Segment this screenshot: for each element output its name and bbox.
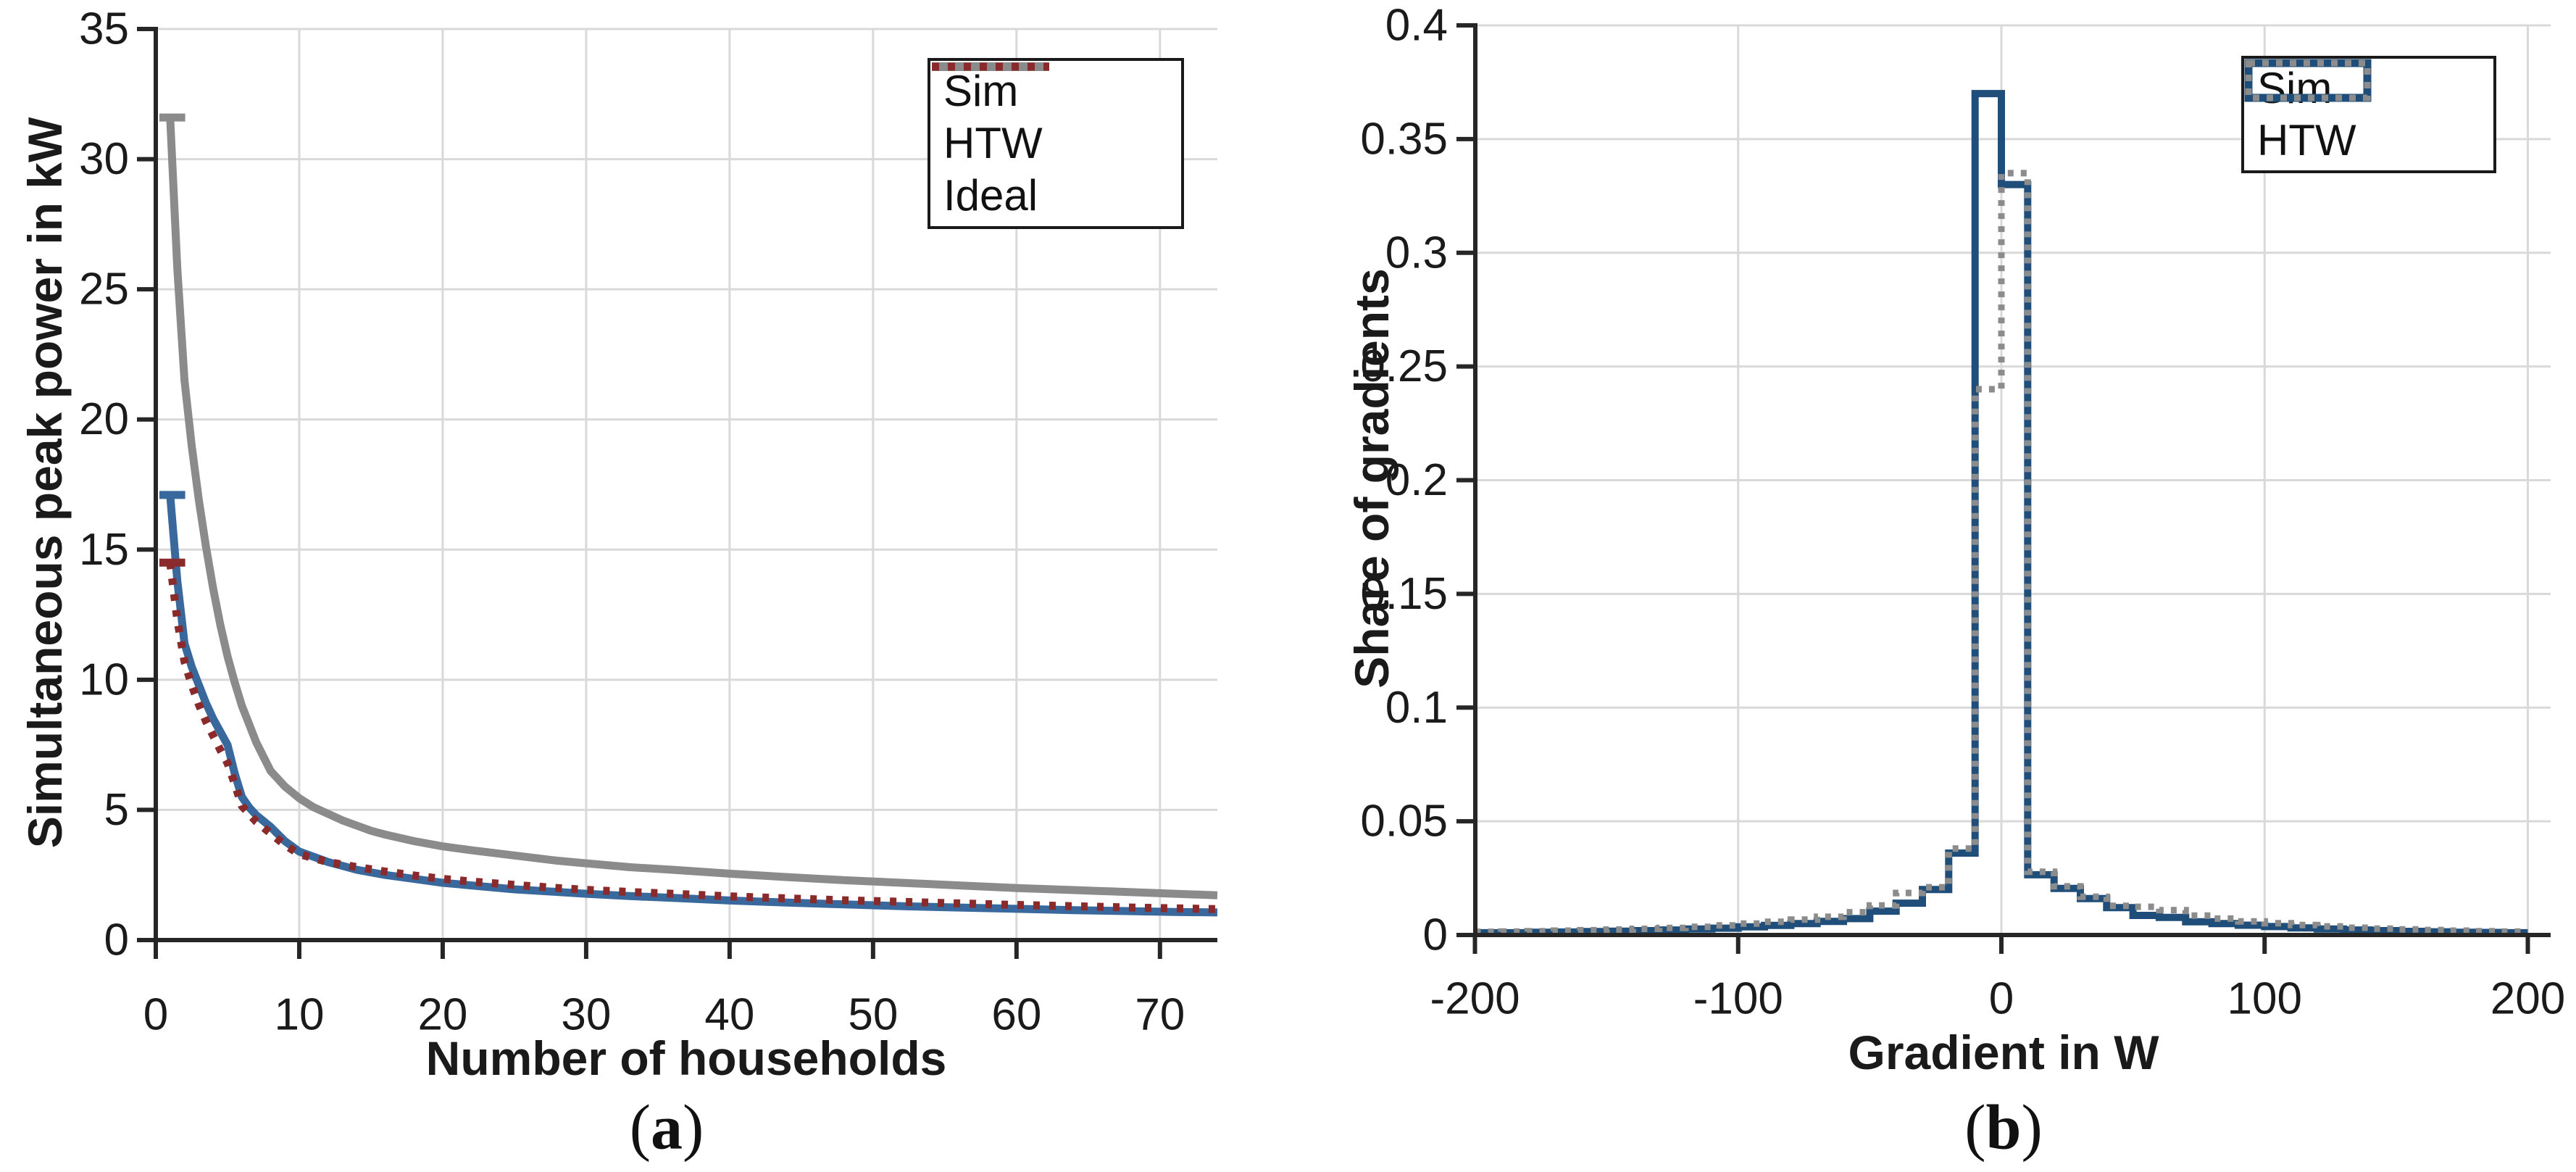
legend-label-sim-b: Sim [2257, 64, 2333, 113]
y-tick-label-b: 0.15 [1360, 569, 1448, 619]
caption-a-close: ) [683, 1092, 704, 1163]
x-tick-label-b: -200 [1430, 974, 1520, 1024]
x-axis-label-households: Number of households [425, 1031, 947, 1085]
caption-b-close: ) [2021, 1092, 2043, 1163]
y-tick-label-a: 25 [79, 265, 129, 315]
series-htw-line [166, 117, 1218, 899]
x-tick-label-a: 20 [417, 990, 467, 1040]
y-axis-label-peak-power: Simultaneous peak power in kW [18, 117, 72, 849]
legend-row-ideal: Ideal [930, 62, 1181, 220]
x-tick-label-b: 200 [2490, 974, 2565, 1024]
y-tick-label-a: 30 [79, 134, 129, 184]
y-tick-label-b: 0 [1423, 910, 1448, 960]
histogram-htw [1475, 170, 2528, 936]
ideal-dotted-line-swatch [932, 62, 1049, 71]
legend-row-sim: Sim [930, 62, 1181, 115]
series-ideal-line [166, 562, 1218, 913]
y-tick-label-a: 15 [79, 525, 129, 575]
series-sim-line [166, 494, 1218, 917]
x-tick-label-a: 40 [704, 990, 754, 1040]
y-tick-label-a: 5 [104, 785, 129, 835]
legend-row-htw-b: HTW [2244, 59, 2493, 165]
legend-label-htw-b: HTW [2257, 115, 2356, 165]
x-tick-label-a: 60 [991, 990, 1041, 1040]
y-tick-label-b: 0.1 [1385, 683, 1448, 733]
x-axis-label-gradient: Gradient in W [1848, 1026, 2159, 1079]
y-tick-label-b: 0.05 [1360, 797, 1448, 847]
caption-a-open: ( [629, 1092, 651, 1163]
x-tick-label-b: 100 [2227, 974, 2302, 1024]
caption-a: (a) [630, 1092, 704, 1165]
x-tick-label-a: 30 [561, 990, 611, 1040]
caption-b-letter: b [1985, 1092, 2022, 1163]
x-tick-label-a: 0 [143, 990, 168, 1040]
caption-b: (b) [1964, 1092, 2043, 1165]
caption-b-open: ( [1964, 1092, 1986, 1163]
y-tick-label-b: 0.2 [1385, 455, 1448, 505]
y-tick-label-a: 20 [79, 394, 129, 444]
htw-dotted-rect-swatch [2245, 59, 2371, 101]
x-tick-label-a: 10 [274, 990, 324, 1040]
x-tick-label-b: -100 [1693, 974, 1783, 1024]
y-tick-label-b: 0.3 [1385, 228, 1448, 278]
y-axis-label-share: Share of gradients [1345, 268, 1399, 689]
y-tick-label-a: 10 [79, 654, 129, 705]
y-tick-label-b: 0.25 [1360, 341, 1448, 391]
x-tick-label-b: 0 [1989, 974, 2014, 1024]
legend-label-htw: HTW [943, 119, 1043, 167]
legend-row-htw: HTW [930, 62, 1181, 167]
y-tick-label-a: 0 [104, 915, 129, 965]
y-tick-label-a: 35 [79, 4, 129, 54]
legend-label-sim: Sim [943, 67, 1019, 115]
x-tick-label-a: 50 [848, 990, 898, 1040]
legend-label-ideal: Ideal [943, 171, 1038, 220]
y-tick-label-b: 0.35 [1360, 114, 1448, 164]
legend-chart-a: Sim HTW Ideal [928, 58, 1184, 229]
x-tick-label-a: 70 [1135, 990, 1185, 1040]
legend-chart-b: Sim HTW [2241, 56, 2496, 173]
caption-a-letter: a [651, 1092, 683, 1163]
y-tick-label-b: 0.4 [1385, 1, 1448, 51]
